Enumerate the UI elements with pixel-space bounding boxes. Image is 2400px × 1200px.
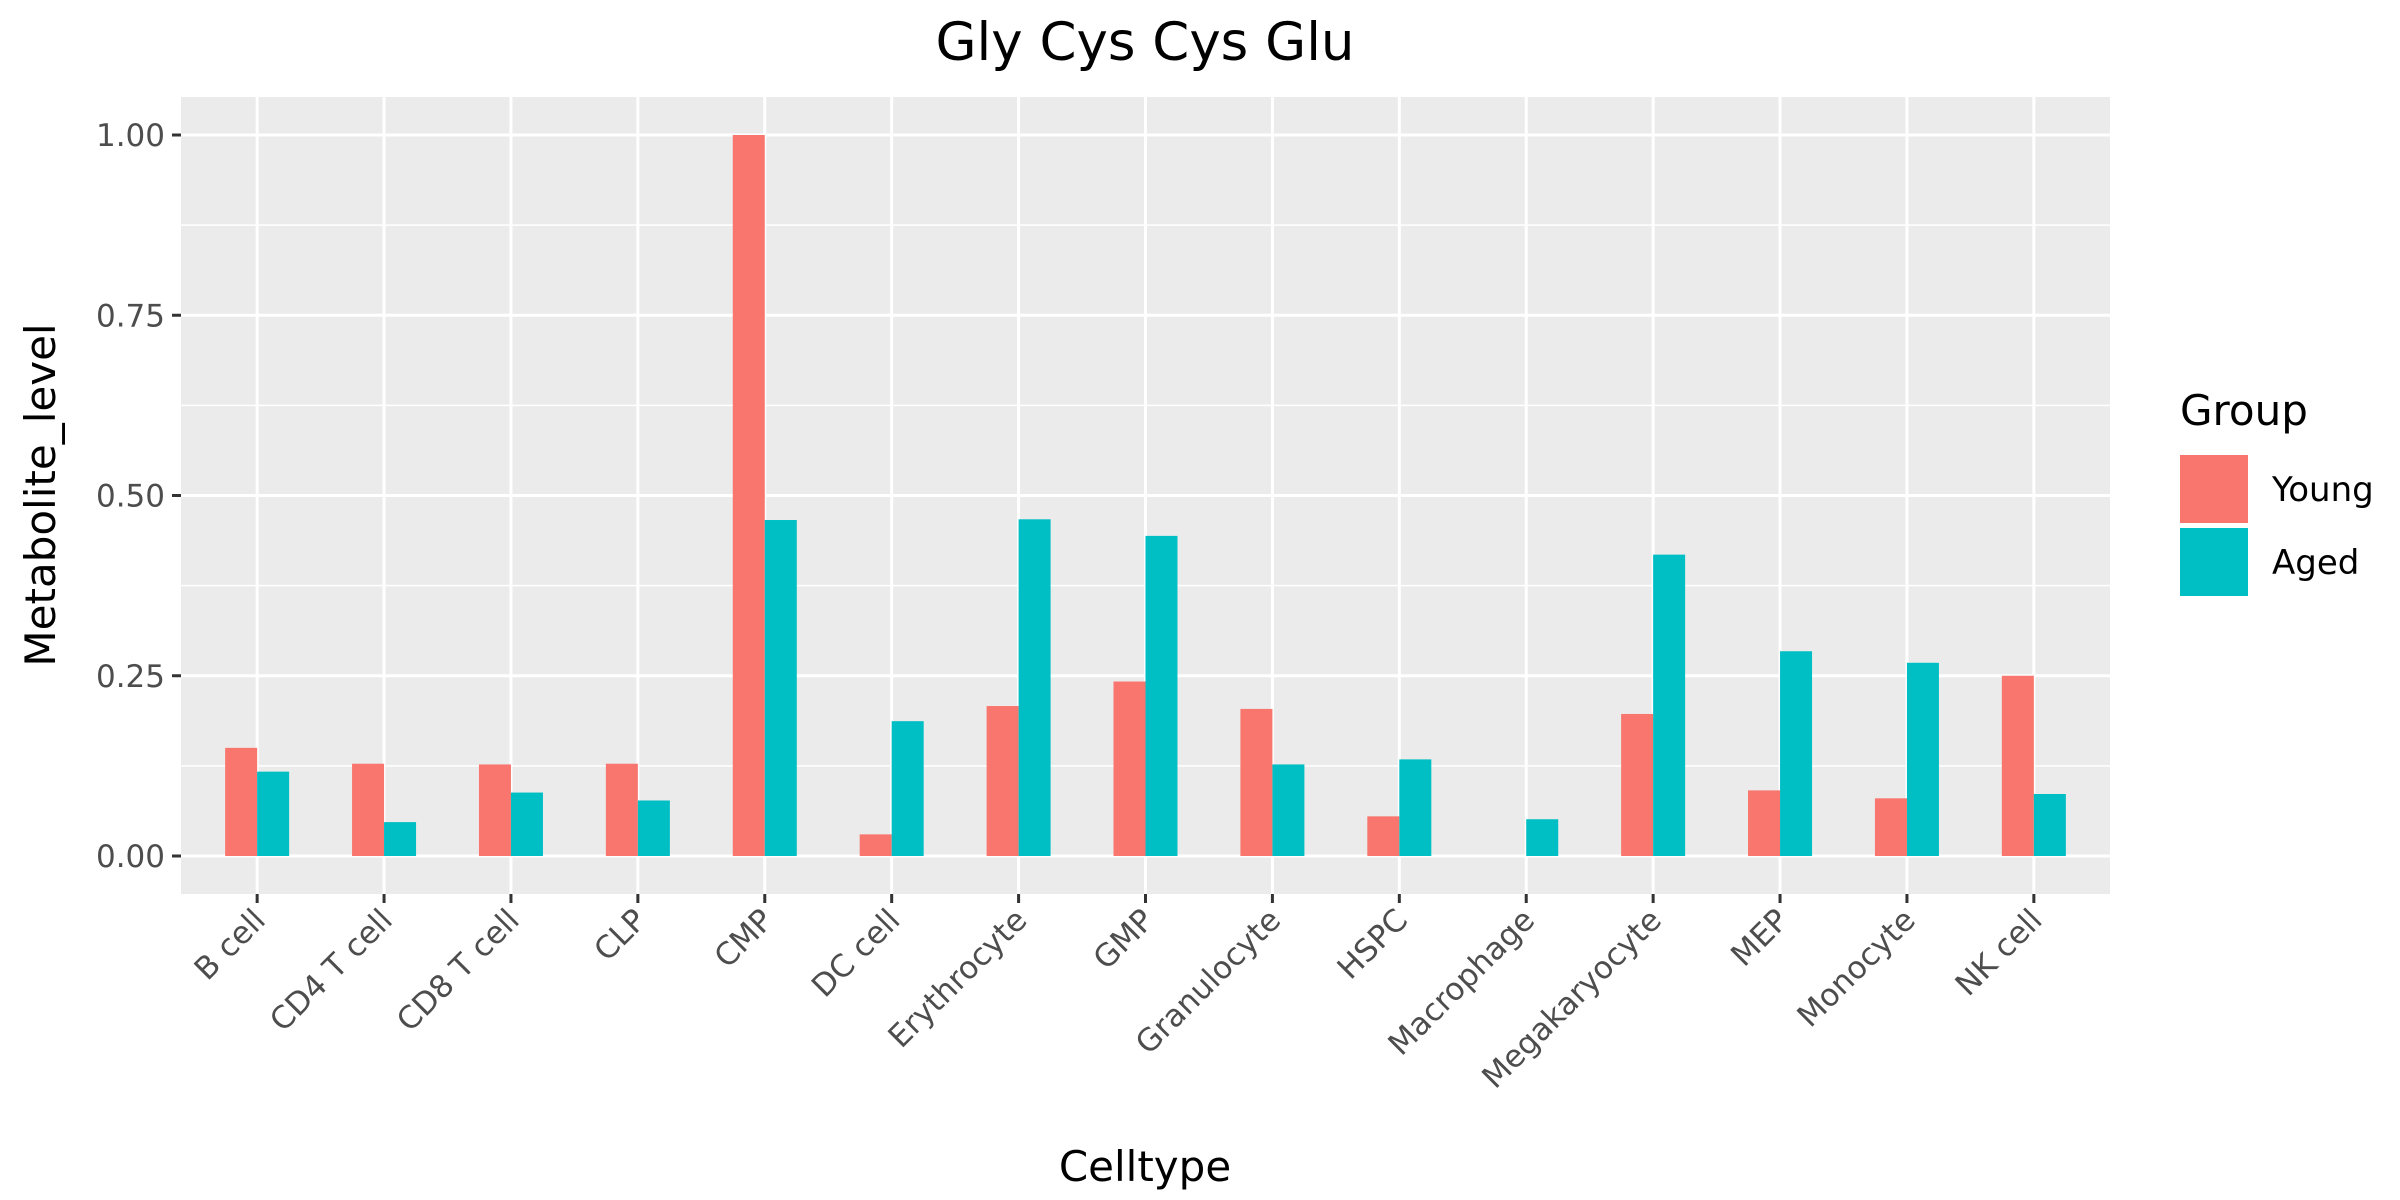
x-tick-label: MEP	[1724, 902, 1795, 973]
bar-aged-cmp	[764, 520, 797, 856]
y-tick-label: 0.00	[96, 839, 165, 875]
x-tick-label: CMP	[708, 902, 781, 975]
bar-aged-nk-cell	[2033, 793, 2066, 856]
legend-label-young: Young	[2271, 470, 2374, 510]
bar-young-clp	[605, 763, 638, 856]
bar-aged-monocyte	[1906, 662, 1939, 856]
bar-aged-dc-cell	[891, 721, 924, 856]
bar-young-gmp	[1113, 681, 1146, 856]
y-tick-label: 0.25	[96, 659, 165, 695]
y-axis-title: Metabolite_level	[16, 323, 65, 666]
x-tick-label: GMP	[1087, 902, 1162, 977]
bar-aged-gmp	[1145, 535, 1178, 856]
x-tick-label: CD4 T cell	[263, 902, 400, 1039]
chart-title: Gly Cys Cys Glu	[935, 12, 1354, 73]
bar-aged-b-cell	[257, 771, 290, 856]
x-axis-title: Celltype	[1059, 1142, 1231, 1191]
y-tick-label: 0.50	[96, 479, 165, 515]
bar-aged-macrophage	[1526, 819, 1559, 856]
x-tick-label: B cell	[188, 902, 273, 987]
bar-aged-cd4-t-cell	[384, 822, 417, 856]
x-tick-label: Monocyte	[1790, 902, 1922, 1034]
x-tick-label: NK cell	[1949, 902, 2050, 1003]
bar-aged-erythrocyte	[1018, 519, 1051, 856]
legend-label-aged: Aged	[2272, 543, 2359, 583]
bar-young-granulocyte	[1240, 708, 1273, 856]
x-tick-label: CLP	[587, 902, 653, 968]
bar-young-cmp	[732, 135, 765, 856]
bar-young-nk-cell	[2001, 675, 2034, 856]
y-tick-label: 0.75	[96, 298, 165, 334]
bar-aged-clp	[637, 800, 670, 856]
bar-young-erythrocyte	[986, 706, 1019, 856]
bar-aged-megakaryocyte	[1653, 554, 1686, 856]
y-tick-label: 1.00	[96, 118, 165, 154]
x-tick-label: CD8 T cell	[390, 902, 527, 1039]
bar-young-dc-cell	[859, 834, 892, 856]
legend-key-aged	[2180, 528, 2248, 596]
bar-young-b-cell	[225, 747, 258, 856]
bar-young-mep	[1748, 790, 1781, 856]
bar-young-cd4-t-cell	[352, 763, 385, 856]
bar-aged-cd8-t-cell	[510, 792, 543, 856]
bar-young-hspc	[1367, 816, 1400, 856]
y-axis: 0.00 0.25 0.50 0.75 1.00	[96, 118, 181, 875]
legend-key-young	[2180, 455, 2248, 523]
bar-aged-hspc	[1399, 759, 1432, 856]
bar-young-monocyte	[1874, 798, 1907, 856]
legend-title: Group	[2180, 386, 2308, 435]
x-tick-label: DC cell	[805, 902, 907, 1004]
bar-young-cd8-t-cell	[478, 764, 511, 856]
bar-aged-granulocyte	[1272, 764, 1305, 856]
bars	[225, 135, 2066, 856]
x-tick-label: HSPC	[1331, 902, 1415, 986]
bar-young-megakaryocyte	[1621, 713, 1654, 856]
legend: Group Young Aged	[2180, 386, 2374, 596]
bar-aged-mep	[1780, 651, 1813, 856]
